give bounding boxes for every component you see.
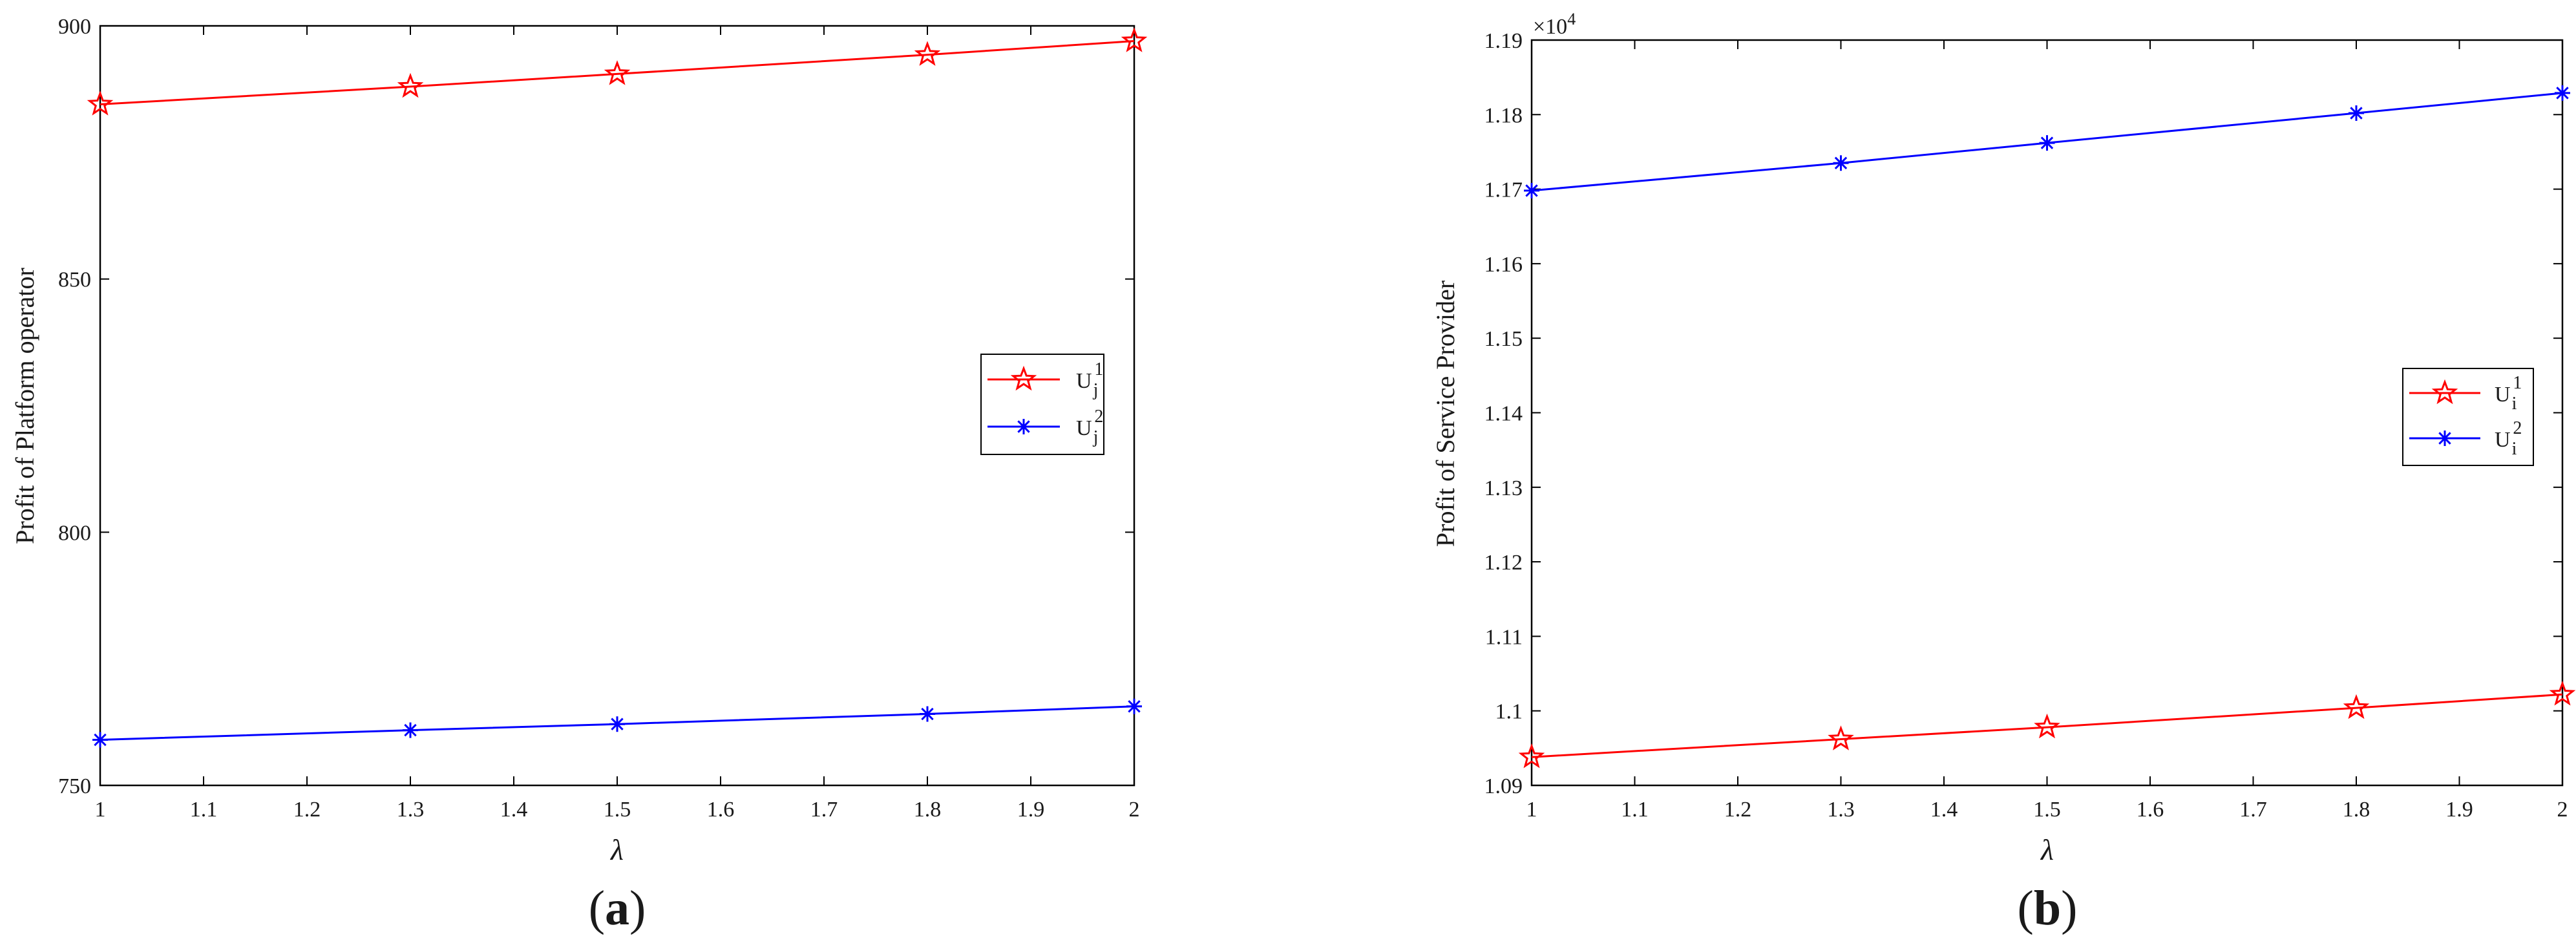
chart-a-legend-box [980, 354, 1104, 455]
x-tick-label-b: 1.9 [2445, 798, 2473, 822]
x-tick-label-b: 1.5 [2033, 798, 2061, 822]
data-point-b-2 [2343, 694, 2370, 719]
y-tick-label-b: 1.16 [1484, 253, 1523, 277]
chart-b-legend: Ui1 Ui2 [2402, 368, 2534, 466]
legend-a-marker-1 [1010, 365, 1037, 391]
data-point-b-1 [2039, 135, 2055, 151]
legend-marker-b [2431, 379, 2458, 405]
y-tick-label-b: 1.14 [1484, 402, 1523, 426]
x-tick-label-b: 1.3 [1827, 798, 1855, 822]
x-tick-label-a: 1.9 [1017, 798, 1045, 822]
legend-marker-a [1010, 365, 1037, 391]
x-tick-label-b: 2 [2557, 798, 2568, 822]
x-tick-label-b: 1.2 [1724, 798, 1752, 822]
data-point-a-1 [1121, 27, 1148, 52]
x-tick-label-a: 1.1 [190, 798, 218, 822]
chart-b-series [1518, 85, 2576, 769]
x-tick-label-a: 1.6 [707, 798, 735, 822]
chart-b-ticks: 1 1.1 1.2 1.3 1.4 1.5 1.6 1.7 1.8 1.9 2 1.09 1.1 1.11… [1484, 29, 2568, 822]
data-point-a-1 [604, 60, 631, 85]
data-point-a-2 [92, 732, 108, 748]
data-point-a-2 [1126, 698, 1142, 714]
y-tick-label-b: 1.18 [1484, 103, 1523, 127]
series-line-b-2 [1531, 693, 2563, 758]
x-tick-label-a: 1.2 [293, 798, 321, 822]
data-point-a-2 [403, 722, 418, 738]
x-tick-label-a: 2 [1129, 798, 1140, 822]
x-tick-label-a: 1 [95, 798, 106, 822]
chart-b-x-axis-label: λ [2040, 833, 2054, 866]
y-tick-label-a: 800 [58, 521, 91, 545]
data-point-a-1 [914, 41, 941, 66]
chart-b-y-axis-label: Profit of Service Provider [1431, 281, 1460, 547]
x-tick-label-a: 1.4 [500, 798, 528, 822]
y-tick-label-b: 1.11 [1485, 625, 1523, 649]
legend-marker-b [2437, 431, 2453, 446]
y-tick-label-b: 1.15 [1484, 327, 1523, 351]
panel-label-b: (b) [2018, 881, 2078, 935]
data-point-a-2 [920, 706, 935, 722]
legend-b-marker-2 [2437, 431, 2453, 446]
x-tick-label-b: 1.8 [2343, 798, 2370, 822]
chart-b-legend-box [2402, 368, 2534, 466]
y-tick-label-b: 1.17 [1484, 178, 1523, 202]
data-point-b-2 [1518, 743, 1545, 769]
y-tick-label-b: 1.13 [1484, 476, 1523, 500]
chart-a-ticks: 1 1.1 1.2 1.3 1.4 1.5 1.6 1.7 1.8 1.9 2 750 800 850 90… [58, 15, 1140, 822]
x-tick-label-b: 1.4 [1930, 798, 1958, 822]
y-tick-label-a: 750 [58, 774, 91, 798]
data-point-b-1 [1833, 155, 1849, 171]
data-point-a-1 [87, 90, 114, 116]
data-point-b-1 [1524, 182, 1539, 198]
y-tick-label-b: 1.09 [1484, 774, 1523, 798]
panel-label-a: (a) [589, 881, 646, 935]
y-tick-label-b: 1.19 [1484, 29, 1523, 53]
legend-a-label-2: Uj2 [1076, 407, 1103, 447]
chart-a-legend: Uj1 Uj2 [980, 354, 1104, 455]
legend-a-marker-2 [1016, 419, 1031, 434]
legend-a-label-1: Uj1 [1076, 359, 1103, 400]
x-tick-label-a: 1.3 [397, 798, 425, 822]
data-point-b-2 [2034, 713, 2060, 739]
x-tick-label-a: 1.8 [914, 798, 942, 822]
data-point-a-2 [609, 716, 625, 732]
x-tick-label-a: 1.5 [604, 798, 631, 822]
legend-b-marker-1 [2431, 379, 2458, 405]
chart-b: 1 1.1 1.2 1.3 1.4 1.5 1.6 1.7 1.8 1.9 2 1.09 1.1 1.11… [1431, 10, 2576, 935]
chart-a-series [87, 27, 1148, 748]
data-point-b-1 [2555, 85, 2570, 101]
x-tick-label-b: 1.7 [2239, 798, 2267, 822]
y-tick-label-a: 850 [58, 268, 91, 292]
x-tick-label-a: 1.7 [810, 798, 838, 822]
x-tick-label-b: 1 [1526, 798, 1537, 822]
data-point-a-1 [397, 72, 424, 98]
chart-b-y-exponent: ×104 [1533, 10, 1576, 39]
x-tick-label-b: 1.6 [2137, 798, 2164, 822]
chart-a: 1 1.1 1.2 1.3 1.4 1.5 1.6 1.7 1.8 1.9 2 750 800 850 90… [10, 15, 1148, 935]
chart-a-x-axis-label: λ [609, 833, 624, 866]
legend-b-label-2: Ui2 [2495, 418, 2522, 459]
data-point-b-2 [2549, 680, 2576, 706]
x-tick-label-b: 1.1 [1621, 798, 1649, 822]
y-tick-label-a: 900 [58, 15, 91, 39]
series-line-a-1 [100, 40, 1135, 105]
legend-b-label-1: Ui1 [2495, 373, 2522, 414]
chart-a-y-axis-label: Profit of Platform operator [10, 268, 39, 544]
y-tick-label-b: 1.12 [1484, 551, 1523, 575]
data-point-b-2 [1828, 725, 1854, 750]
data-point-b-1 [2349, 105, 2364, 121]
legend-marker-a [1016, 419, 1031, 434]
chart-a-frame [99, 25, 1135, 787]
y-tick-label-b: 1.1 [1495, 700, 1523, 724]
